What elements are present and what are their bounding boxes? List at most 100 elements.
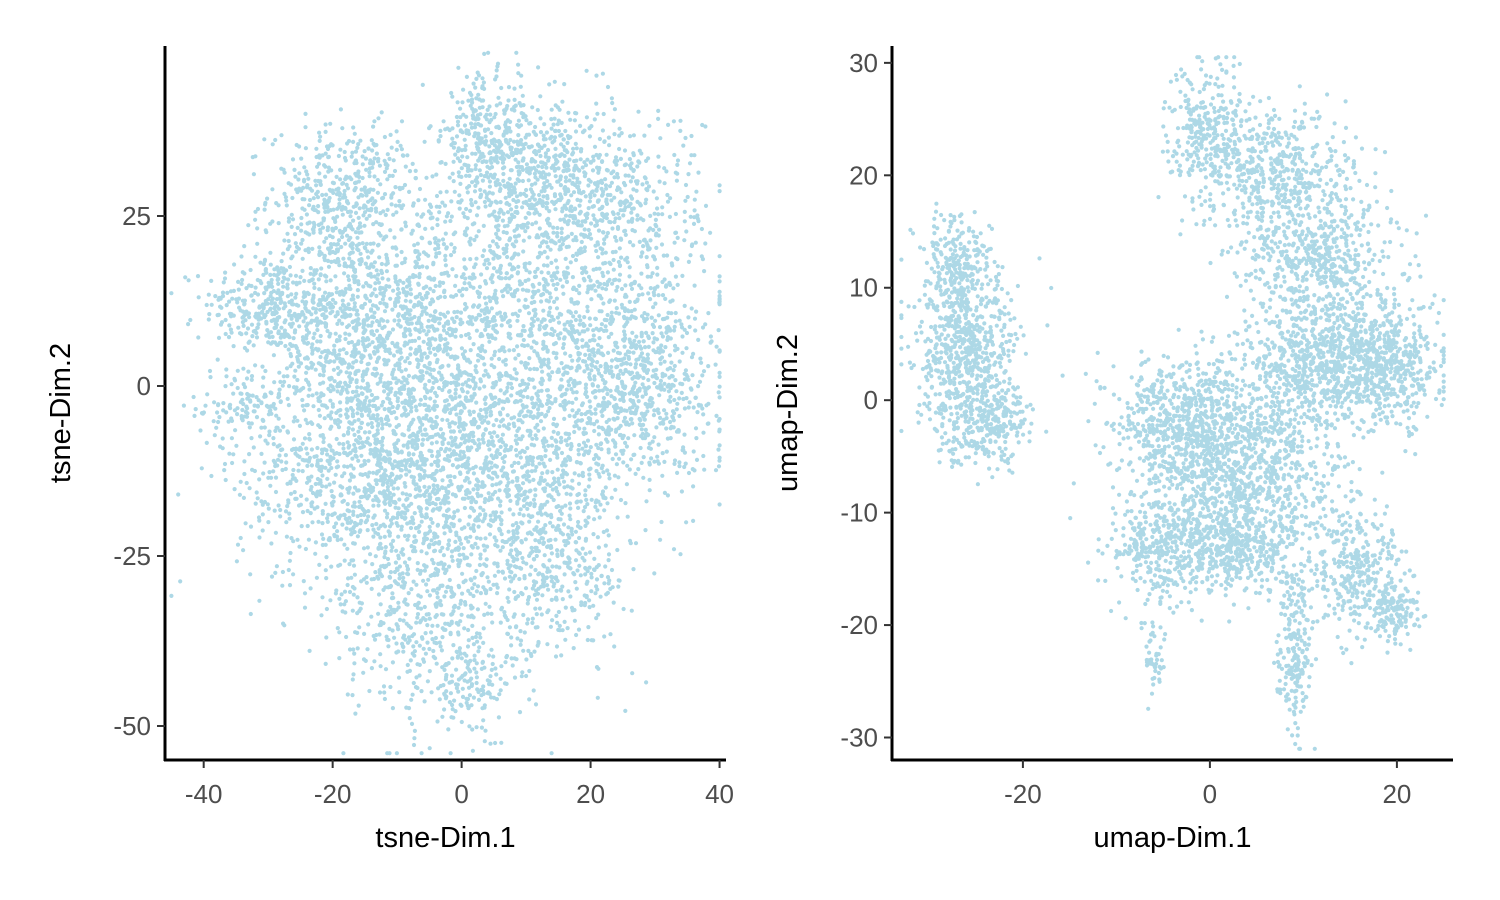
data-point bbox=[479, 123, 484, 128]
data-point bbox=[403, 224, 408, 229]
data-point bbox=[384, 302, 389, 307]
data-point bbox=[371, 503, 376, 508]
data-point bbox=[227, 404, 232, 409]
data-point bbox=[325, 204, 330, 209]
data-point bbox=[360, 175, 365, 181]
data-point bbox=[596, 284, 601, 289]
data-point bbox=[462, 123, 468, 128]
data-point bbox=[639, 254, 644, 259]
data-point bbox=[352, 432, 357, 437]
data-point bbox=[477, 346, 482, 351]
data-point bbox=[444, 245, 449, 250]
data-point bbox=[223, 270, 228, 275]
data-point bbox=[401, 331, 406, 336]
data-point bbox=[323, 174, 328, 179]
data-point bbox=[541, 263, 547, 268]
data-point bbox=[296, 177, 301, 182]
data-point bbox=[518, 192, 523, 197]
data-point bbox=[283, 195, 288, 200]
data-point bbox=[356, 142, 361, 147]
data-point bbox=[541, 194, 546, 199]
data-point bbox=[222, 468, 227, 473]
data-point bbox=[534, 235, 539, 240]
data-point bbox=[682, 432, 687, 437]
data-point bbox=[271, 289, 276, 294]
data-point bbox=[572, 207, 578, 212]
data-point bbox=[643, 201, 648, 206]
data-point bbox=[356, 215, 361, 220]
data-point bbox=[274, 297, 280, 302]
data-point bbox=[574, 158, 579, 163]
data-point bbox=[297, 280, 302, 285]
data-point bbox=[222, 461, 228, 467]
data-point bbox=[329, 489, 334, 494]
data-point bbox=[639, 151, 644, 156]
data-point bbox=[455, 156, 460, 161]
data-point bbox=[635, 164, 640, 169]
data-point bbox=[372, 200, 377, 205]
data-point bbox=[478, 379, 483, 384]
data-point bbox=[451, 159, 456, 164]
data-point bbox=[507, 276, 512, 281]
data-point bbox=[474, 141, 479, 146]
data-point bbox=[595, 384, 601, 389]
data-point bbox=[287, 264, 292, 270]
data-point bbox=[492, 353, 497, 358]
data-point bbox=[493, 336, 498, 341]
data-point bbox=[438, 337, 443, 342]
data-point bbox=[300, 469, 305, 474]
data-point bbox=[403, 164, 408, 169]
data-point bbox=[619, 131, 624, 136]
data-point bbox=[393, 203, 398, 208]
data-point bbox=[533, 311, 538, 317]
data-point bbox=[380, 457, 385, 462]
data-point bbox=[474, 213, 480, 218]
data-point bbox=[568, 213, 573, 218]
data-point bbox=[552, 154, 557, 159]
data-point bbox=[603, 177, 608, 182]
data-point bbox=[279, 325, 284, 330]
data-point bbox=[324, 484, 329, 489]
data-point bbox=[587, 134, 593, 139]
data-point bbox=[356, 279, 361, 284]
data-point bbox=[627, 350, 632, 355]
data-point bbox=[369, 323, 374, 328]
data-point bbox=[657, 179, 662, 184]
data-point bbox=[474, 328, 479, 333]
data-point bbox=[537, 281, 542, 286]
data-point bbox=[344, 182, 349, 187]
data-point bbox=[276, 503, 281, 508]
data-point bbox=[273, 428, 278, 433]
data-point bbox=[285, 294, 290, 299]
data-point bbox=[536, 288, 541, 293]
data-point bbox=[213, 294, 218, 299]
data-point bbox=[581, 189, 586, 195]
data-point bbox=[322, 163, 327, 168]
data-point bbox=[319, 221, 324, 226]
data-point bbox=[561, 217, 566, 222]
data-point bbox=[268, 250, 273, 255]
data-point bbox=[686, 172, 691, 177]
data-point bbox=[279, 133, 284, 138]
data-point bbox=[546, 360, 551, 365]
data-point bbox=[330, 226, 335, 231]
data-point bbox=[364, 216, 369, 221]
data-point bbox=[367, 299, 373, 304]
data-point bbox=[285, 481, 290, 486]
data-point bbox=[483, 142, 488, 147]
data-point bbox=[516, 298, 521, 303]
data-point bbox=[662, 166, 667, 171]
data-point bbox=[249, 436, 254, 441]
data-point bbox=[196, 295, 201, 300]
data-point bbox=[476, 146, 481, 151]
data-point bbox=[523, 135, 528, 140]
data-point bbox=[568, 205, 573, 210]
data-point bbox=[594, 219, 600, 224]
data-point bbox=[286, 347, 291, 352]
data-point bbox=[391, 376, 396, 381]
data-point bbox=[440, 417, 445, 422]
data-point bbox=[683, 182, 689, 188]
data-point bbox=[510, 214, 515, 220]
data-point bbox=[417, 252, 422, 257]
data-point bbox=[527, 235, 532, 240]
